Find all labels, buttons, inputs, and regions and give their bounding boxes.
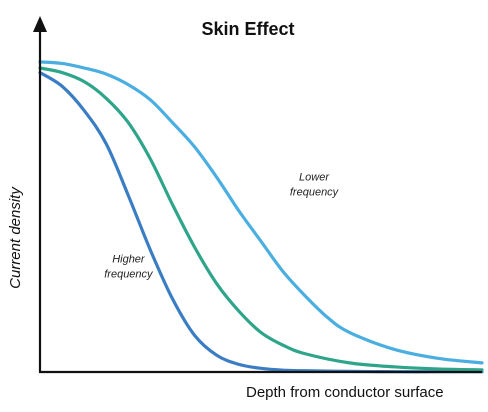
annotation-0-line-1: frequency — [290, 186, 340, 198]
y-axis-label: Current density — [7, 186, 24, 289]
annotation-layer: Lower frequency Higher frequency — [104, 171, 339, 280]
series-layer — [38, 60, 484, 374]
series-line-0 — [38, 70, 484, 374]
annotation-1-line-0: Higher — [112, 254, 146, 266]
annotation-0-line-0: Lower — [299, 171, 330, 183]
annotation-1-line-1: frequency — [104, 269, 154, 281]
annotation-1: Higher frequency — [104, 254, 154, 281]
annotation-0: Lower frequency — [290, 171, 340, 198]
x-axis-label: Depth from conductor surface — [246, 384, 444, 401]
y-axis-arrow-icon — [33, 16, 47, 32]
series-line-2 — [38, 60, 484, 365]
chart-title: Skin Effect — [201, 19, 294, 39]
series-line-1 — [38, 66, 484, 372]
